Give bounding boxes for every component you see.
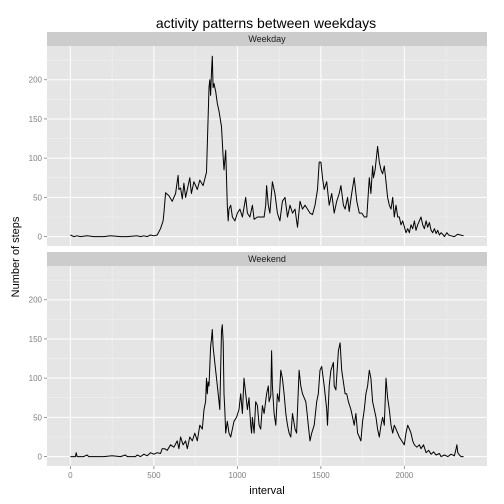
strip-label: Weekend [248, 254, 286, 264]
y-tick-label: 50 [33, 413, 42, 422]
y-tick-label: 150 [29, 115, 43, 124]
y-tick-label: 100 [29, 154, 43, 163]
y-tick-label: 0 [38, 453, 43, 462]
facet-panels: Weekday 0 50 100 150 200 Weekend 0 50 100 150 200 [29, 32, 487, 466]
y-axis-label: Number of steps [10, 216, 22, 297]
x-tick-label: 1000 [228, 471, 246, 480]
x-axis-label: interval [249, 485, 284, 497]
y-tick-label: 200 [29, 296, 43, 305]
panel-background [47, 266, 487, 466]
y-tick-label: 100 [29, 374, 43, 383]
series-line-weekend [70, 324, 464, 458]
chart-title: activity patterns between weekdays [156, 15, 376, 31]
x-tick-label: 2000 [395, 471, 413, 480]
y-tick-label: 150 [29, 335, 43, 344]
strip-background [47, 32, 487, 46]
strip-background [47, 252, 487, 266]
strip-label: Weekday [248, 34, 286, 44]
panel-weekend: Weekend 0 50 100 150 200 [29, 252, 487, 466]
x-axis-ticks: 0 500 1000 1500 2000 [68, 466, 414, 480]
x-tick-label: 500 [147, 471, 161, 480]
x-tick-label: 0 [68, 471, 73, 480]
panel-weekday: Weekday 0 50 100 150 200 [29, 32, 487, 246]
x-tick-label: 1500 [312, 471, 330, 480]
series-line-weekday [70, 55, 464, 238]
y-tick-label: 200 [29, 76, 43, 85]
y-tick-label: 0 [38, 233, 43, 242]
y-tick-label: 50 [33, 193, 42, 202]
panel-background [47, 46, 487, 246]
